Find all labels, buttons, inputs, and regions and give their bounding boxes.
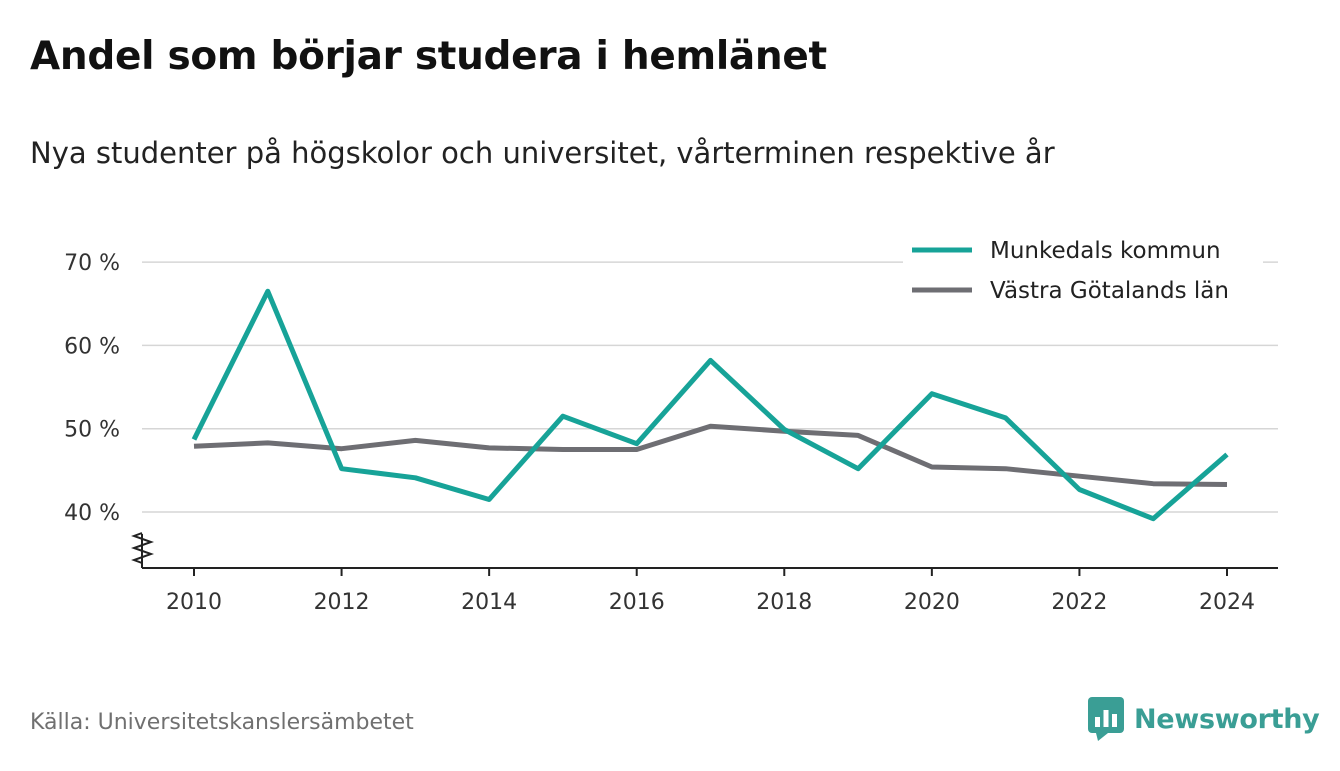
x-axis-tick-labels: 2010 2012 2014 2016 2018 2020 2022 2024 <box>166 590 1255 615</box>
x-axis <box>130 532 1278 576</box>
brand-logo: Newsworthy <box>1088 697 1320 741</box>
chart-title: Andel som börjar studera i hemlänet <box>30 34 827 79</box>
x-tick-label: 2016 <box>609 590 665 615</box>
y-tick-label: 70 % <box>64 251 120 276</box>
legend-label: Munkedals kommun <box>990 238 1221 264</box>
source-note: Källa: Universitetskanslersämbetet <box>30 710 414 735</box>
newsworthy-logo-icon <box>1088 697 1124 741</box>
series-lines <box>191 288 1229 522</box>
x-tick-label: 2024 <box>1199 590 1255 615</box>
legend-label: Västra Götalands län <box>990 278 1229 304</box>
y-tick-label: 40 % <box>64 501 120 526</box>
x-tick-label: 2018 <box>756 590 812 615</box>
x-tick-label: 2012 <box>314 590 370 615</box>
legend-background <box>903 230 1263 316</box>
legend: Munkedals kommun Västra Götalands län <box>903 230 1263 316</box>
line-chart: 40 % 50 % 60 % 70 % 2010 2012 2014 2016 2018 202… <box>64 230 1278 615</box>
x-tick-label: 2022 <box>1051 590 1107 615</box>
x-tick-label: 2020 <box>904 590 960 615</box>
axis-break-icon <box>130 532 155 564</box>
brand-name: Newsworthy <box>1134 703 1320 735</box>
y-axis-tick-labels: 40 % 50 % 60 % 70 % <box>64 251 120 526</box>
x-tick-label: 2010 <box>166 590 222 615</box>
chart-subtitle: Nya studenter på högskolor och universit… <box>30 136 1055 170</box>
x-tick-label: 2014 <box>461 590 517 615</box>
series-line <box>193 423 1228 487</box>
y-tick-label: 60 % <box>64 334 120 359</box>
series-line <box>191 288 1229 522</box>
y-tick-label: 50 % <box>64 418 120 443</box>
